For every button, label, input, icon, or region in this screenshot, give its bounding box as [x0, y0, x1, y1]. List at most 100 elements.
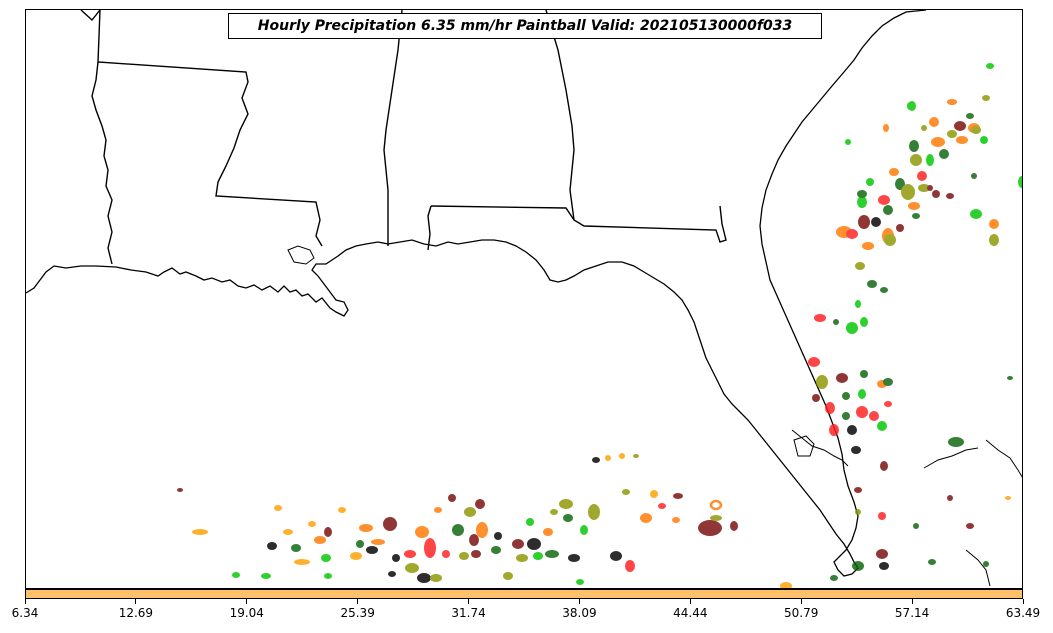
- precip-blob: [512, 539, 524, 549]
- precip-blob: [956, 136, 968, 144]
- precip-blob: [842, 392, 850, 400]
- precip-blob: [526, 518, 534, 526]
- map-title: Hourly Precipitation 6.35 mm/hr Paintbal…: [228, 13, 822, 39]
- precip-blob: [324, 573, 332, 579]
- precip-blob: [858, 389, 866, 399]
- precip-blob: [884, 234, 896, 246]
- precip-blob: [862, 242, 874, 250]
- precip-blob: [855, 262, 865, 270]
- colorbar-tick-label: 12.69: [118, 606, 154, 620]
- colorbar-tick-label: 38.09: [562, 606, 597, 620]
- precip-blob: [475, 499, 485, 509]
- precip-blob: [947, 130, 957, 138]
- precip-blob: [966, 113, 974, 119]
- precip-blob: [926, 154, 934, 166]
- precip-blob: [884, 401, 892, 407]
- precip-blob: [371, 539, 385, 545]
- precip-blob: [698, 520, 722, 536]
- precip-blob: [883, 124, 889, 132]
- precip-blob: [927, 185, 933, 191]
- colorbar-tick-label: 6.34: [11, 606, 39, 620]
- precip-blob: [619, 453, 625, 459]
- precip-blob: [983, 561, 989, 567]
- precip-blob: [830, 575, 838, 581]
- precip-blob: [516, 554, 528, 562]
- precip-blob: [434, 507, 442, 513]
- precip-blob: [808, 357, 820, 367]
- precip-blob: [610, 551, 622, 561]
- precip-blob: [383, 517, 397, 531]
- precip-blob: [672, 517, 680, 523]
- precip-blob: [580, 525, 588, 535]
- precip-blob: [845, 139, 851, 145]
- precip-blob: [860, 370, 868, 378]
- precip-blob: [650, 490, 658, 498]
- precip-blob: [321, 554, 331, 562]
- precip-blob: [880, 461, 888, 471]
- precip-blob: [867, 280, 877, 288]
- precip-blob: [605, 455, 611, 461]
- precip-blob: [931, 137, 945, 147]
- precip-blob: [261, 573, 271, 579]
- colorbar-tick: [578, 599, 580, 604]
- precip-blob: [709, 499, 723, 511]
- precip-blob: [948, 437, 964, 447]
- precip-blob: [622, 489, 630, 495]
- precip-blob: [356, 540, 364, 548]
- precip-blob: [910, 154, 922, 166]
- precip-blob: [932, 190, 940, 198]
- precip-blob: [366, 546, 378, 554]
- colorbar-tick: [357, 599, 359, 604]
- precip-blob: [954, 121, 966, 131]
- precip-blob: [1005, 496, 1011, 500]
- precip-blob: [471, 550, 481, 558]
- island: [791, 429, 849, 467]
- precip-blob: [559, 499, 573, 509]
- precip-blob: [625, 560, 635, 572]
- precip-blob: [901, 184, 915, 200]
- precip-blob: [267, 542, 277, 550]
- precip-blob: [912, 213, 920, 219]
- precip-blob: [640, 513, 652, 523]
- colorbar-tick: [246, 599, 248, 604]
- precip-blob: [857, 190, 867, 198]
- precip-blob: [448, 494, 456, 502]
- precip-blob: [866, 178, 874, 186]
- precip-blob: [842, 412, 850, 420]
- colorbar-tick-label: 63.49: [1005, 606, 1041, 620]
- colorbar-tick: [1022, 599, 1024, 604]
- precip-blob: [491, 546, 501, 554]
- precip-blob: [971, 173, 977, 179]
- lake: [793, 435, 815, 457]
- colorbar-tick: [911, 599, 913, 604]
- colorbar-tick-label: 19.04: [229, 606, 264, 620]
- precip-blob: [545, 550, 559, 558]
- precip-blob: [283, 529, 293, 535]
- precip-blob: [883, 205, 893, 215]
- precip-blob: [563, 514, 573, 522]
- precip-blob: [588, 504, 600, 520]
- precip-blob: [860, 317, 868, 327]
- precip-blob: [883, 378, 893, 386]
- precip-blob: [928, 559, 936, 565]
- map-frame: [25, 9, 1023, 589]
- precip-blob: [359, 524, 373, 532]
- precip-blob: [404, 550, 416, 558]
- colorbar-tick-label: 25.39: [340, 606, 375, 620]
- precip-blob: [989, 234, 999, 246]
- colorbar-tick-label: 57.14: [894, 606, 930, 620]
- map-canvas: [26, 10, 1022, 588]
- precip-blob: [476, 522, 488, 538]
- precip-blob: [896, 224, 904, 232]
- precip-blob: [291, 544, 301, 552]
- precip-blob: [857, 196, 867, 208]
- precip-blob: [847, 425, 857, 435]
- precip-blob: [543, 528, 553, 536]
- precip-blob: [592, 457, 600, 463]
- colorbar-tick: [800, 599, 802, 604]
- precip-blob: [1007, 376, 1013, 380]
- precip-blob: [232, 572, 240, 578]
- precip-blob: [966, 523, 974, 529]
- precip-blob: [917, 171, 927, 181]
- precip-blob: [338, 507, 346, 513]
